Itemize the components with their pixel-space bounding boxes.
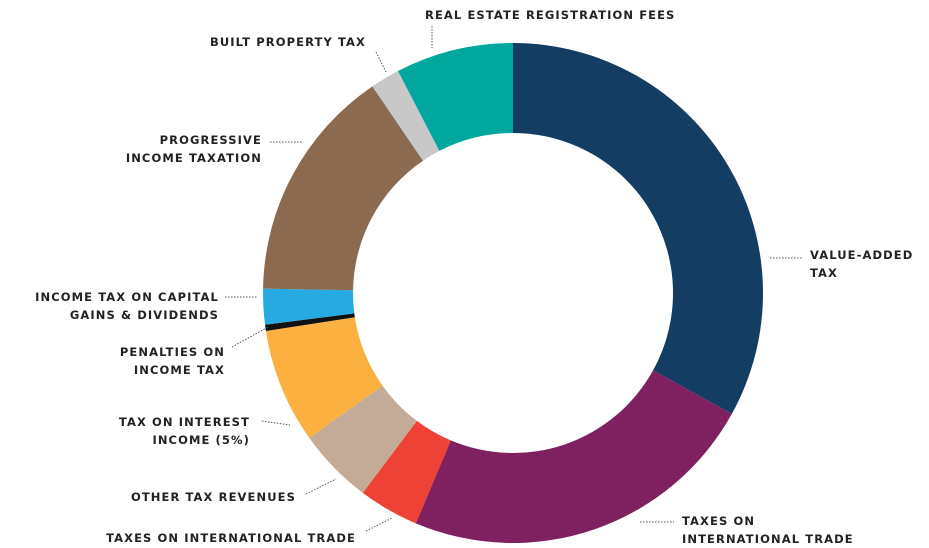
segment-label: PENALTIES ON INCOME TAX [119, 345, 225, 377]
segment-label: VALUE-ADDED TAX [810, 248, 914, 280]
segment-label: INCOME TAX ON CAPITAL GAINS & DIVIDENDS [35, 290, 219, 322]
donut-segment [265, 317, 383, 438]
segment-label: TAXES ON INTERNATIONAL TRADE [682, 514, 854, 546]
leader-line [231, 326, 269, 348]
segment-label: OTHER TAX REVENUES [130, 490, 296, 504]
donut-segment [397, 43, 513, 151]
donut-segment [415, 370, 732, 543]
leader-line [305, 478, 337, 495]
leader-line [375, 51, 387, 73]
donut-segment [513, 43, 764, 414]
donut-segment [309, 385, 417, 493]
segment-label: REAL ESTATE REGISTRATION FEES [425, 8, 676, 22]
segment-label: PROGRESSIVE INCOME TAXATION [125, 133, 262, 165]
segment-label: TAXES ON INTERNATIONAL TRADE [106, 531, 356, 545]
segment-label: TAX ON INTEREST INCOME (5%) [118, 415, 250, 447]
donut-segment [362, 420, 451, 524]
donut-segment [262, 288, 355, 325]
donut-segment [372, 71, 440, 161]
leader-line [261, 420, 291, 426]
donut-segment [263, 86, 423, 291]
donut-segment [265, 313, 355, 331]
leader-line [365, 517, 393, 532]
segment-label: BUILT PROPERTY TAX [209, 35, 366, 49]
